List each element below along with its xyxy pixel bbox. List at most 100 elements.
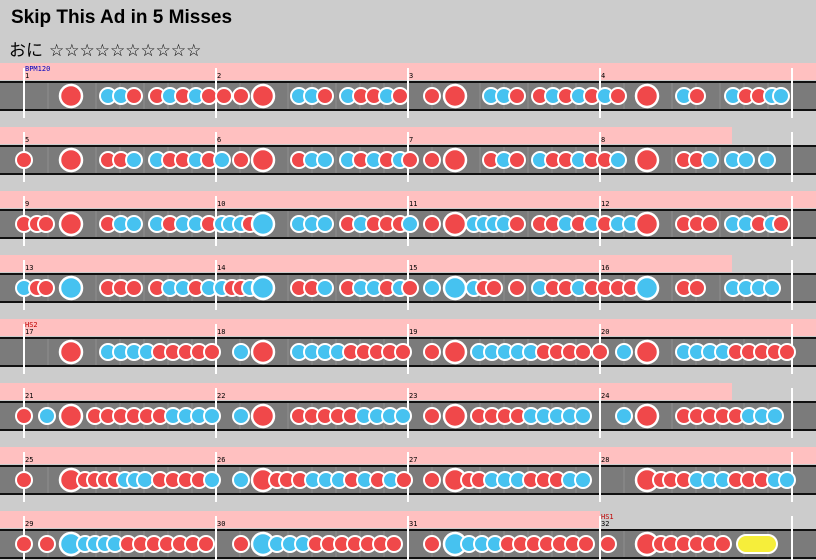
don-note: [442, 147, 468, 173]
measure-number: 2: [217, 72, 221, 80]
ka-note: [394, 407, 412, 425]
don-note: [37, 279, 55, 297]
don-note: [485, 279, 503, 297]
don-note: [125, 87, 143, 105]
don-note: [15, 151, 33, 169]
don-note: [394, 343, 412, 361]
don-note: [15, 471, 33, 489]
scroll-band: [0, 255, 732, 272]
don-note: [38, 535, 56, 553]
don-note: [215, 87, 233, 105]
ka-note: [203, 407, 221, 425]
don-note: [15, 535, 33, 553]
ka-note: [316, 151, 334, 169]
don-note: [391, 87, 409, 105]
don-note: [58, 83, 84, 109]
don-note: [250, 339, 276, 365]
scroll-band: [0, 511, 600, 528]
don-note: [197, 535, 215, 553]
ka-note: [232, 407, 250, 425]
drumroll-note: [736, 534, 778, 554]
bpm-marker: BPM120: [25, 65, 50, 73]
ka-note: [634, 275, 660, 301]
don-note: [250, 83, 276, 109]
measure-number: 29: [25, 520, 33, 528]
measure-number: 12: [601, 200, 609, 208]
measure-number: 21: [25, 392, 33, 400]
measure-number: 27: [409, 456, 417, 464]
don-note: [574, 343, 592, 361]
measure-number: 28: [601, 456, 609, 464]
measure-number: 22: [217, 392, 225, 400]
don-note: [508, 279, 526, 297]
don-note: [508, 87, 526, 105]
don-note: [688, 279, 706, 297]
don-note: [423, 407, 441, 425]
difficulty-stars: ☆☆☆☆☆☆☆☆☆☆: [49, 41, 202, 61]
ka-note: [203, 471, 221, 489]
ka-note: [574, 407, 592, 425]
don-note: [15, 407, 33, 425]
ka-note: [125, 151, 143, 169]
don-note: [401, 279, 419, 297]
measure-number: 20: [601, 328, 609, 336]
ka-note: [615, 343, 633, 361]
measure-number: 31: [409, 520, 417, 528]
hs-marker: HS1: [601, 513, 614, 521]
ka-note: [38, 407, 56, 425]
don-note: [701, 215, 719, 233]
ka-note: [701, 151, 719, 169]
ka-note: [763, 279, 781, 297]
don-note: [232, 535, 250, 553]
don-note: [203, 343, 221, 361]
ka-note: [574, 471, 592, 489]
measure-number: 4: [601, 72, 605, 80]
don-note: [58, 339, 84, 365]
don-note: [609, 87, 627, 105]
don-note: [423, 471, 441, 489]
measure-number: 19: [409, 328, 417, 336]
ka-note: [615, 407, 633, 425]
scroll-band: [0, 383, 732, 400]
don-note: [634, 403, 660, 429]
difficulty-line: おに ☆☆☆☆☆☆☆☆☆☆: [9, 36, 201, 61]
ka-note: [766, 407, 784, 425]
measure-number: 1: [25, 72, 29, 80]
don-note: [599, 535, 617, 553]
measure-number: 3: [409, 72, 413, 80]
ka-note: [316, 215, 334, 233]
scroll-band: [0, 127, 732, 144]
don-note: [442, 339, 468, 365]
don-note: [634, 339, 660, 365]
don-note: [591, 343, 609, 361]
ka-note: [737, 151, 755, 169]
ka-note: [232, 471, 250, 489]
measure-number: 13: [25, 264, 33, 272]
don-note: [442, 403, 468, 429]
measure-number: 23: [409, 392, 417, 400]
measure-number: 9: [25, 200, 29, 208]
don-note: [250, 403, 276, 429]
measure-number: 7: [409, 136, 413, 144]
don-note: [423, 215, 441, 233]
measure-number: 10: [217, 200, 225, 208]
ka-note: [316, 279, 334, 297]
measure-number: 11: [409, 200, 417, 208]
ka-note: [609, 151, 627, 169]
don-note: [232, 87, 250, 105]
don-note: [58, 211, 84, 237]
don-note: [508, 151, 526, 169]
don-note: [200, 87, 218, 105]
don-note: [442, 83, 468, 109]
don-note: [232, 151, 250, 169]
don-note: [423, 343, 441, 361]
don-note: [442, 211, 468, 237]
measure-number: 5: [25, 136, 29, 144]
don-note: [508, 215, 526, 233]
measure-number: 6: [217, 136, 221, 144]
difficulty-label: おに: [9, 41, 43, 61]
don-note: [577, 535, 595, 553]
measure-number: 25: [25, 456, 33, 464]
ka-note: [58, 275, 84, 301]
